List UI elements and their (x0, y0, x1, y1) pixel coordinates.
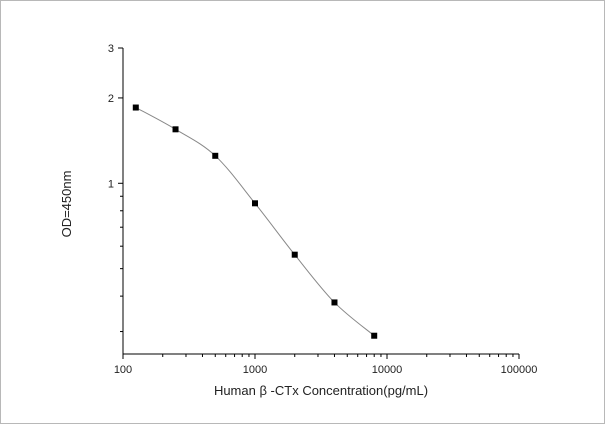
data-point (172, 126, 179, 133)
x-axis-title: Human β -CTx Concentration(pg/mL) (214, 383, 428, 398)
x-tick-label: 10000 (372, 364, 403, 376)
fit-curve (135, 107, 375, 337)
data-points (132, 104, 378, 339)
x-tick-label: 1000 (243, 364, 267, 376)
y-axis-title: OD=450nm (59, 171, 74, 238)
data-point (291, 251, 298, 258)
y-tick-label: 3 (108, 43, 114, 55)
fit-curve-group (135, 107, 375, 337)
data-point (252, 200, 258, 207)
x-tick-label: 100 (114, 364, 132, 376)
data-point (132, 104, 139, 111)
y-tick-label: 2 (108, 93, 114, 105)
data-point (331, 299, 338, 306)
x-tick-label: 100000 (501, 364, 538, 376)
data-point (371, 332, 378, 339)
data-point (212, 152, 219, 159)
ticks: 100 1000 10000 100000 1 2 3 (108, 43, 537, 376)
y-tick-label: 1 (108, 178, 114, 190)
axes (122, 48, 519, 355)
